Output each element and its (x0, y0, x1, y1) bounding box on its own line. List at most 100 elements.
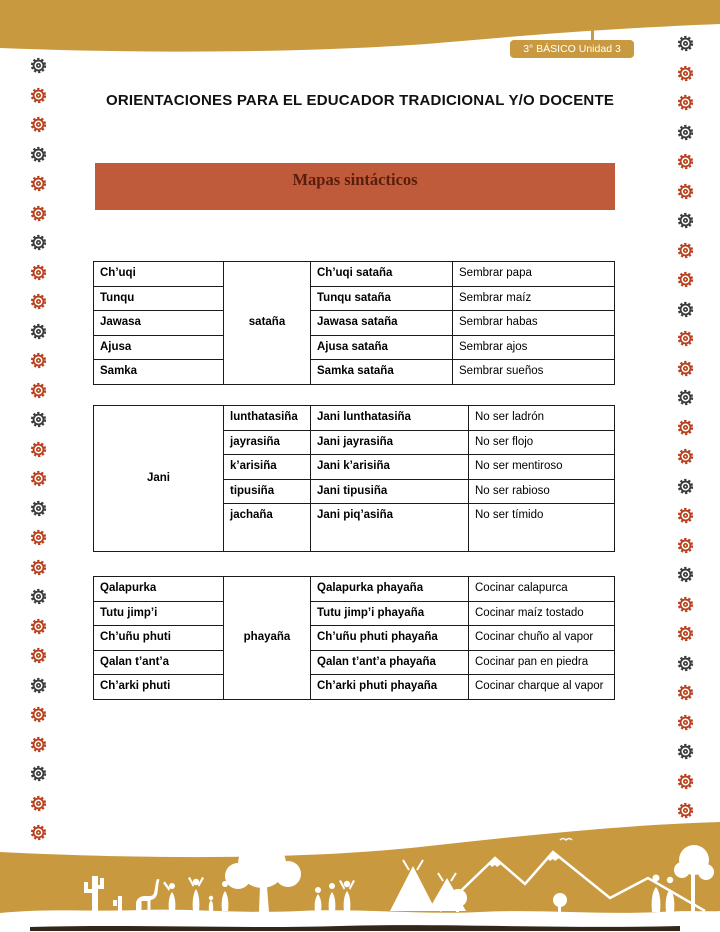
table-row: Tunqu Tunqu sataña Sembrar maíz (93, 285, 615, 311)
translation-cell: No ser tímido (468, 503, 615, 552)
rosette-icon (677, 743, 694, 760)
rosette-icon (677, 684, 694, 701)
aymara-cell: k’arisiña (223, 454, 311, 480)
rosette-icon (30, 470, 47, 487)
rosette-icon (677, 212, 694, 229)
translation-cell: No ser ladrón (468, 405, 615, 431)
translation-cell: Cocinar calapurca (468, 576, 615, 602)
rosette-icon (677, 625, 694, 642)
translation-cell: Sembrar habas (452, 310, 615, 336)
table-row: Ch’uqi sataña Ch’uqi sataña Sembrar papa (93, 261, 615, 385)
aymara-cell: Jawasa sataña (310, 310, 453, 336)
rosette-icon (30, 205, 47, 222)
aymara-cell: Jawasa (93, 310, 224, 336)
aymara-cell: Qalan t’ant’a (93, 649, 224, 675)
aymara-cell: lunthatasiña (223, 405, 311, 431)
rosette-icon (677, 507, 694, 524)
syntactic-table-phayana: Qalapurka phayaña Qalapurka phayaña Cocinar… (93, 576, 615, 700)
aymara-cell: Tunqu (93, 285, 224, 311)
rosette-icon (677, 773, 694, 790)
aymara-cell: Ajusa sataña (310, 334, 453, 360)
rosette-icon (677, 124, 694, 141)
aymara-cell: Qalapurka (93, 576, 224, 602)
translation-cell: No ser flojo (468, 429, 615, 455)
section-banner-title: Mapas sintácticos (292, 170, 418, 189)
rosette-icon (677, 714, 694, 731)
right-tree-icon (674, 845, 714, 912)
translation-cell: Sembrar maíz (452, 285, 615, 311)
rosette-icon (677, 537, 694, 554)
table-row: tipusiña Jani tipusiña No ser rabioso (94, 478, 615, 504)
merged-operator-cell: sataña (223, 261, 311, 385)
ground-shadow (30, 925, 680, 931)
table-row: Samka Samka sataña Sembrar sueños (93, 359, 615, 385)
translation-cell: Sembrar sueños (452, 359, 615, 385)
table-row: Tutu jimp’i Tutu jimp’i phayaña Cocinar ma… (93, 600, 615, 626)
rosette-icon (677, 183, 694, 200)
badge-connector-line (591, 26, 594, 42)
side-border-right (677, 35, 694, 819)
rosette-icon (677, 596, 694, 613)
translation-cell: Cocinar charque al vapor (468, 674, 615, 700)
aymara-cell: Jani lunthatasiña (310, 405, 469, 431)
rosette-icon (677, 301, 694, 318)
rosette-icon (30, 264, 47, 281)
merged-operator-cell: Jani (93, 405, 224, 552)
unit-badge: 3° BÁSICO Unidad 3 (510, 40, 634, 58)
aymara-cell: jayrasiña (223, 429, 311, 455)
translation-cell: Cocinar pan en piedra (468, 649, 615, 675)
rosette-icon (30, 87, 47, 104)
bottom-landscape-decoration (0, 822, 720, 932)
snow-caps (489, 852, 559, 867)
rosette-icon (30, 57, 47, 74)
rosette-icon (30, 618, 47, 635)
aymara-cell: Qalapurka phayaña (310, 576, 469, 602)
rosette-icon (30, 677, 47, 694)
aymara-cell: Tutu jimp’i (93, 600, 224, 626)
rosette-icon (677, 35, 694, 52)
rosette-icon (677, 94, 694, 111)
table-row: Ch’arki phuti Ch’arki phuti phayaña Cocina… (93, 674, 615, 700)
aymara-cell: Jani tipusiña (310, 478, 469, 504)
aymara-cell: Ch’arki phuti (93, 674, 224, 700)
table-row: Ajusa Ajusa sataña Sembrar ajos (93, 334, 615, 360)
table-row: k’arisiña Jani k’arisiña No ser mentiroso (94, 454, 615, 480)
translation-cell: No ser mentiroso (468, 454, 615, 480)
rosette-icon (30, 706, 47, 723)
page-title: ORIENTACIONES PARA EL EDUCADOR TRADICION… (105, 92, 615, 109)
aymara-cell: tipusiña (223, 478, 311, 504)
rosette-icon (30, 647, 47, 664)
rosette-icon (30, 588, 47, 605)
rosette-icon (677, 65, 694, 82)
rosette-icon (30, 559, 47, 576)
table-row: Ch’uñu phuti Ch’uñu phuti phayaña Cocinar … (93, 625, 615, 651)
aymara-cell: Qalan t’ant’a phayaña (310, 649, 469, 675)
rosette-icon (30, 323, 47, 340)
people-group-left-icon (163, 877, 229, 911)
aymara-cell: Samka sataña (310, 359, 453, 385)
rosette-icon (677, 389, 694, 406)
rosette-icon (677, 153, 694, 170)
translation-cell: No ser rabioso (468, 478, 615, 504)
llama-icon (136, 879, 160, 912)
people-group-center-icon (314, 880, 355, 912)
rosette-icon (677, 419, 694, 436)
translation-cell: Cocinar maíz tostado (468, 600, 615, 626)
rosette-icon (677, 802, 694, 819)
big-tree-icon (225, 836, 301, 912)
translation-cell: Sembrar ajos (452, 334, 615, 360)
rosette-icon (30, 175, 47, 192)
birds-icon (167, 827, 573, 858)
gold-field (0, 822, 720, 932)
aymara-cell: Ch’uqi sataña (310, 261, 453, 287)
section-banner: Mapas sintácticos (95, 163, 615, 210)
aymara-cell: Ch’uñu phuti (93, 625, 224, 651)
rosette-icon (677, 478, 694, 495)
rosette-icon (30, 736, 47, 753)
rosette-icon (677, 448, 694, 465)
rosette-icon (677, 360, 694, 377)
aymara-cell: Tutu jimp’i phayaña (310, 600, 469, 626)
aymara-cell: Ch’arki phuti phayaña (310, 674, 469, 700)
table-row: Qalan t’ant’a Qalan t’ant’a phayaña Cocina… (93, 649, 615, 675)
